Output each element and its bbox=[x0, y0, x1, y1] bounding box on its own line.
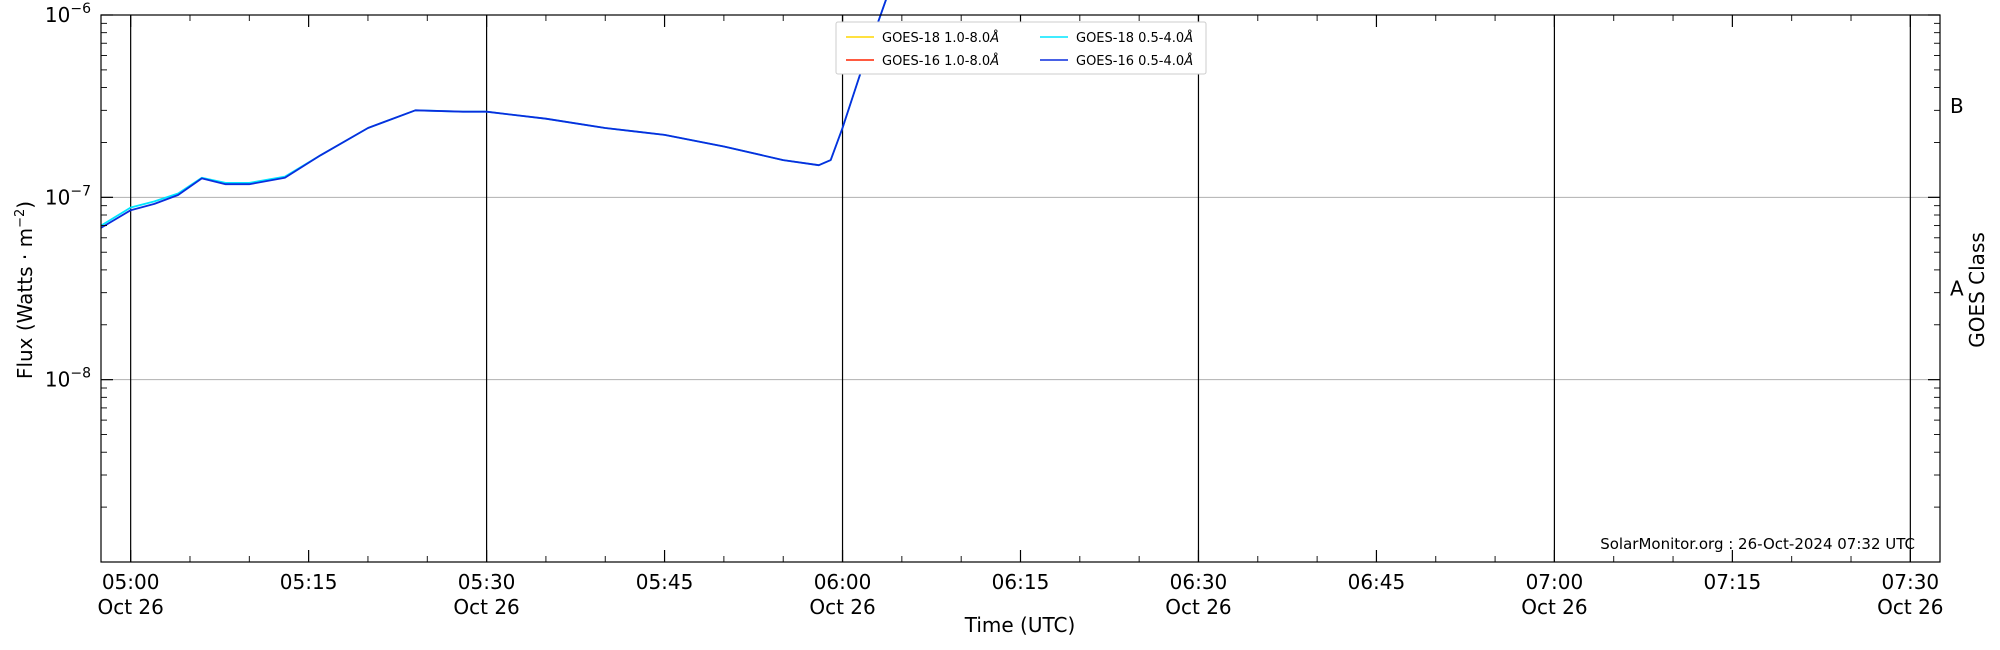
y-tick-base: 10 bbox=[45, 185, 70, 209]
x-tick-time-label: 06:15 bbox=[992, 570, 1050, 594]
goes-class-axis-title: GOES Class bbox=[1965, 232, 1989, 348]
x-tick-date-label: Oct 26 bbox=[809, 595, 875, 619]
y-axis-title-main: Flux (Watts · m bbox=[13, 228, 37, 379]
y-tick-exponent: −8 bbox=[70, 366, 91, 382]
legend-label: GOES-18 0.5-4.0Å bbox=[1076, 30, 1193, 46]
x-tick-time-label: 05:15 bbox=[280, 570, 338, 594]
legend-label: GOES-18 1.0-8.0Å bbox=[882, 30, 999, 46]
x-tick-time-label: 07:15 bbox=[1704, 570, 1762, 594]
x-tick-date-label: Oct 26 bbox=[1877, 595, 1943, 619]
legend-unit: Å bbox=[1183, 30, 1193, 46]
series-layer bbox=[100, 0, 887, 229]
goes-class-label: B bbox=[1950, 94, 1964, 118]
y-tick-exponent: −7 bbox=[70, 183, 91, 199]
y-tick-label: 10−7 bbox=[45, 183, 91, 209]
x-tick-date-label: Oct 26 bbox=[97, 595, 163, 619]
x-tick-date-label: Oct 26 bbox=[1521, 595, 1587, 619]
x-tick-time-label: 06:45 bbox=[1348, 570, 1406, 594]
y-tick-label: 10−8 bbox=[45, 366, 91, 392]
credit-text: SolarMonitor.org : 26-Oct-2024 07:32 UTC bbox=[1600, 535, 1915, 553]
x-tick-time-label: 07:00 bbox=[1526, 570, 1584, 594]
x-tick-date-label: Oct 26 bbox=[453, 595, 519, 619]
goes-class-label: A bbox=[1950, 277, 1964, 301]
y-axis-title-close: ) bbox=[13, 201, 37, 209]
legend-unit: Å bbox=[989, 53, 999, 69]
y-tick-exponent: −6 bbox=[70, 1, 91, 17]
y-tick-base: 10 bbox=[45, 368, 70, 392]
y-tick-label: 10−6 bbox=[45, 1, 91, 27]
legend-items: GOES-18 1.0-8.0Å GOES-18 0.5-4.0Å GOES-16 … bbox=[846, 30, 1193, 69]
series-line bbox=[100, 0, 887, 229]
x-tick-time-label: 05:00 bbox=[102, 570, 160, 594]
x-tick-time-label: 05:45 bbox=[636, 570, 694, 594]
x-axis-title: Time (UTC) bbox=[964, 613, 1076, 637]
legend-label: GOES-16 1.0-8.0Å bbox=[882, 53, 999, 69]
x-tick-date-label: Oct 26 bbox=[1165, 595, 1231, 619]
x-tick-time-label: 07:30 bbox=[1882, 570, 1940, 594]
x-tick-time-label: 05:30 bbox=[458, 570, 516, 594]
y-tick-base: 10 bbox=[45, 3, 70, 27]
legend-unit: Å bbox=[989, 30, 999, 46]
legend-box bbox=[835, 21, 1207, 75]
legend-label: GOES-16 0.5-4.0Å bbox=[1076, 53, 1193, 69]
tick-layer bbox=[101, 14, 1940, 562]
y-axis-title-sup: −2 bbox=[13, 209, 28, 228]
vertical-lines-layer bbox=[130, 15, 1911, 562]
x-tick-time-label: 06:00 bbox=[814, 570, 872, 594]
y-axis-title: Flux (Watts · m−2) bbox=[13, 201, 37, 379]
legend-unit: Å bbox=[1183, 53, 1193, 69]
x-tick-time-label: 06:30 bbox=[1170, 570, 1228, 594]
legend: GOES-18 1.0-8.0Å GOES-18 0.5-4.0Å GOES-16 … bbox=[835, 21, 1207, 75]
